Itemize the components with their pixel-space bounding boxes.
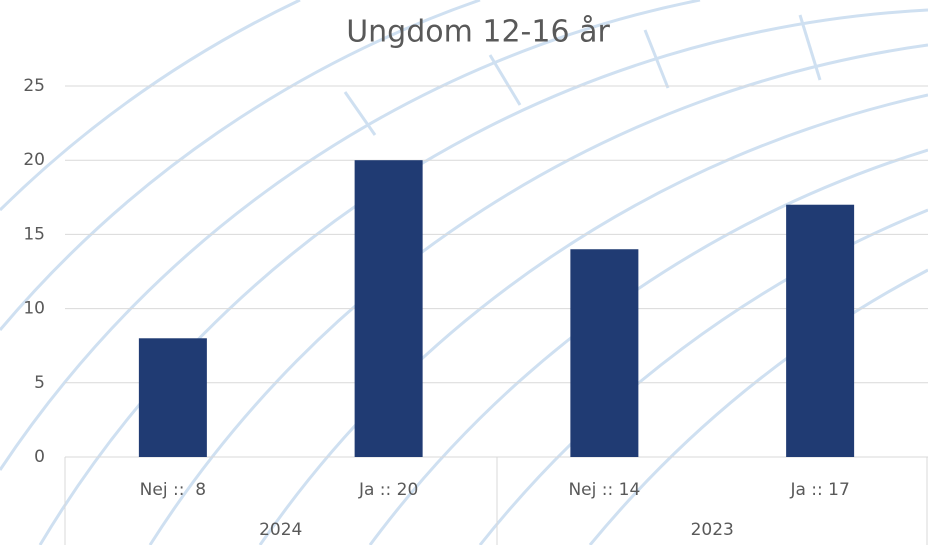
x-tick-label: Ja :: 20 bbox=[358, 480, 418, 500]
y-tick-label: 5 bbox=[34, 373, 45, 393]
y-tick-label: 0 bbox=[34, 447, 45, 467]
y-tick-label: 25 bbox=[23, 76, 45, 96]
group-label: 2024 bbox=[259, 520, 302, 540]
bar bbox=[355, 160, 423, 457]
chart: Ungdom 12-16 år 0 5 10 15 20 25Nej :: 8 Ja :: … bbox=[0, 0, 928, 545]
bar bbox=[570, 249, 638, 457]
x-tick-label: Nej :: 8 bbox=[140, 480, 206, 500]
chart-title: Ungdom 12-16 år bbox=[346, 15, 610, 50]
bar bbox=[786, 205, 854, 457]
y-tick-label: 10 bbox=[23, 299, 45, 319]
y-tick-label: 15 bbox=[23, 224, 45, 244]
x-tick-label: Nej :: 14 bbox=[568, 480, 640, 500]
x-tick-label: Ja :: 17 bbox=[789, 480, 849, 500]
bar bbox=[139, 338, 207, 457]
y-tick-label: 20 bbox=[23, 150, 45, 170]
group-label: 2023 bbox=[691, 520, 734, 540]
